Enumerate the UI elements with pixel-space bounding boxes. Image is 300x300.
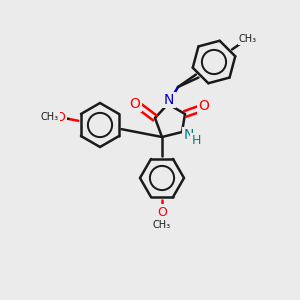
- Text: CH₃: CH₃: [238, 34, 256, 44]
- Text: CH₃: CH₃: [153, 220, 171, 230]
- Text: H: H: [191, 134, 201, 148]
- Text: N: N: [184, 128, 194, 142]
- Text: CH₃: CH₃: [41, 112, 59, 122]
- Text: N: N: [164, 93, 174, 107]
- Text: O: O: [199, 99, 209, 113]
- Text: O: O: [130, 97, 140, 111]
- Text: O: O: [157, 206, 167, 218]
- Text: O: O: [56, 111, 65, 124]
